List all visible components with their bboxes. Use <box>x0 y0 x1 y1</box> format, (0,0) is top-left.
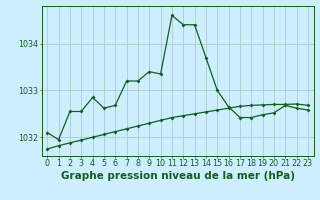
X-axis label: Graphe pression niveau de la mer (hPa): Graphe pression niveau de la mer (hPa) <box>60 171 295 181</box>
